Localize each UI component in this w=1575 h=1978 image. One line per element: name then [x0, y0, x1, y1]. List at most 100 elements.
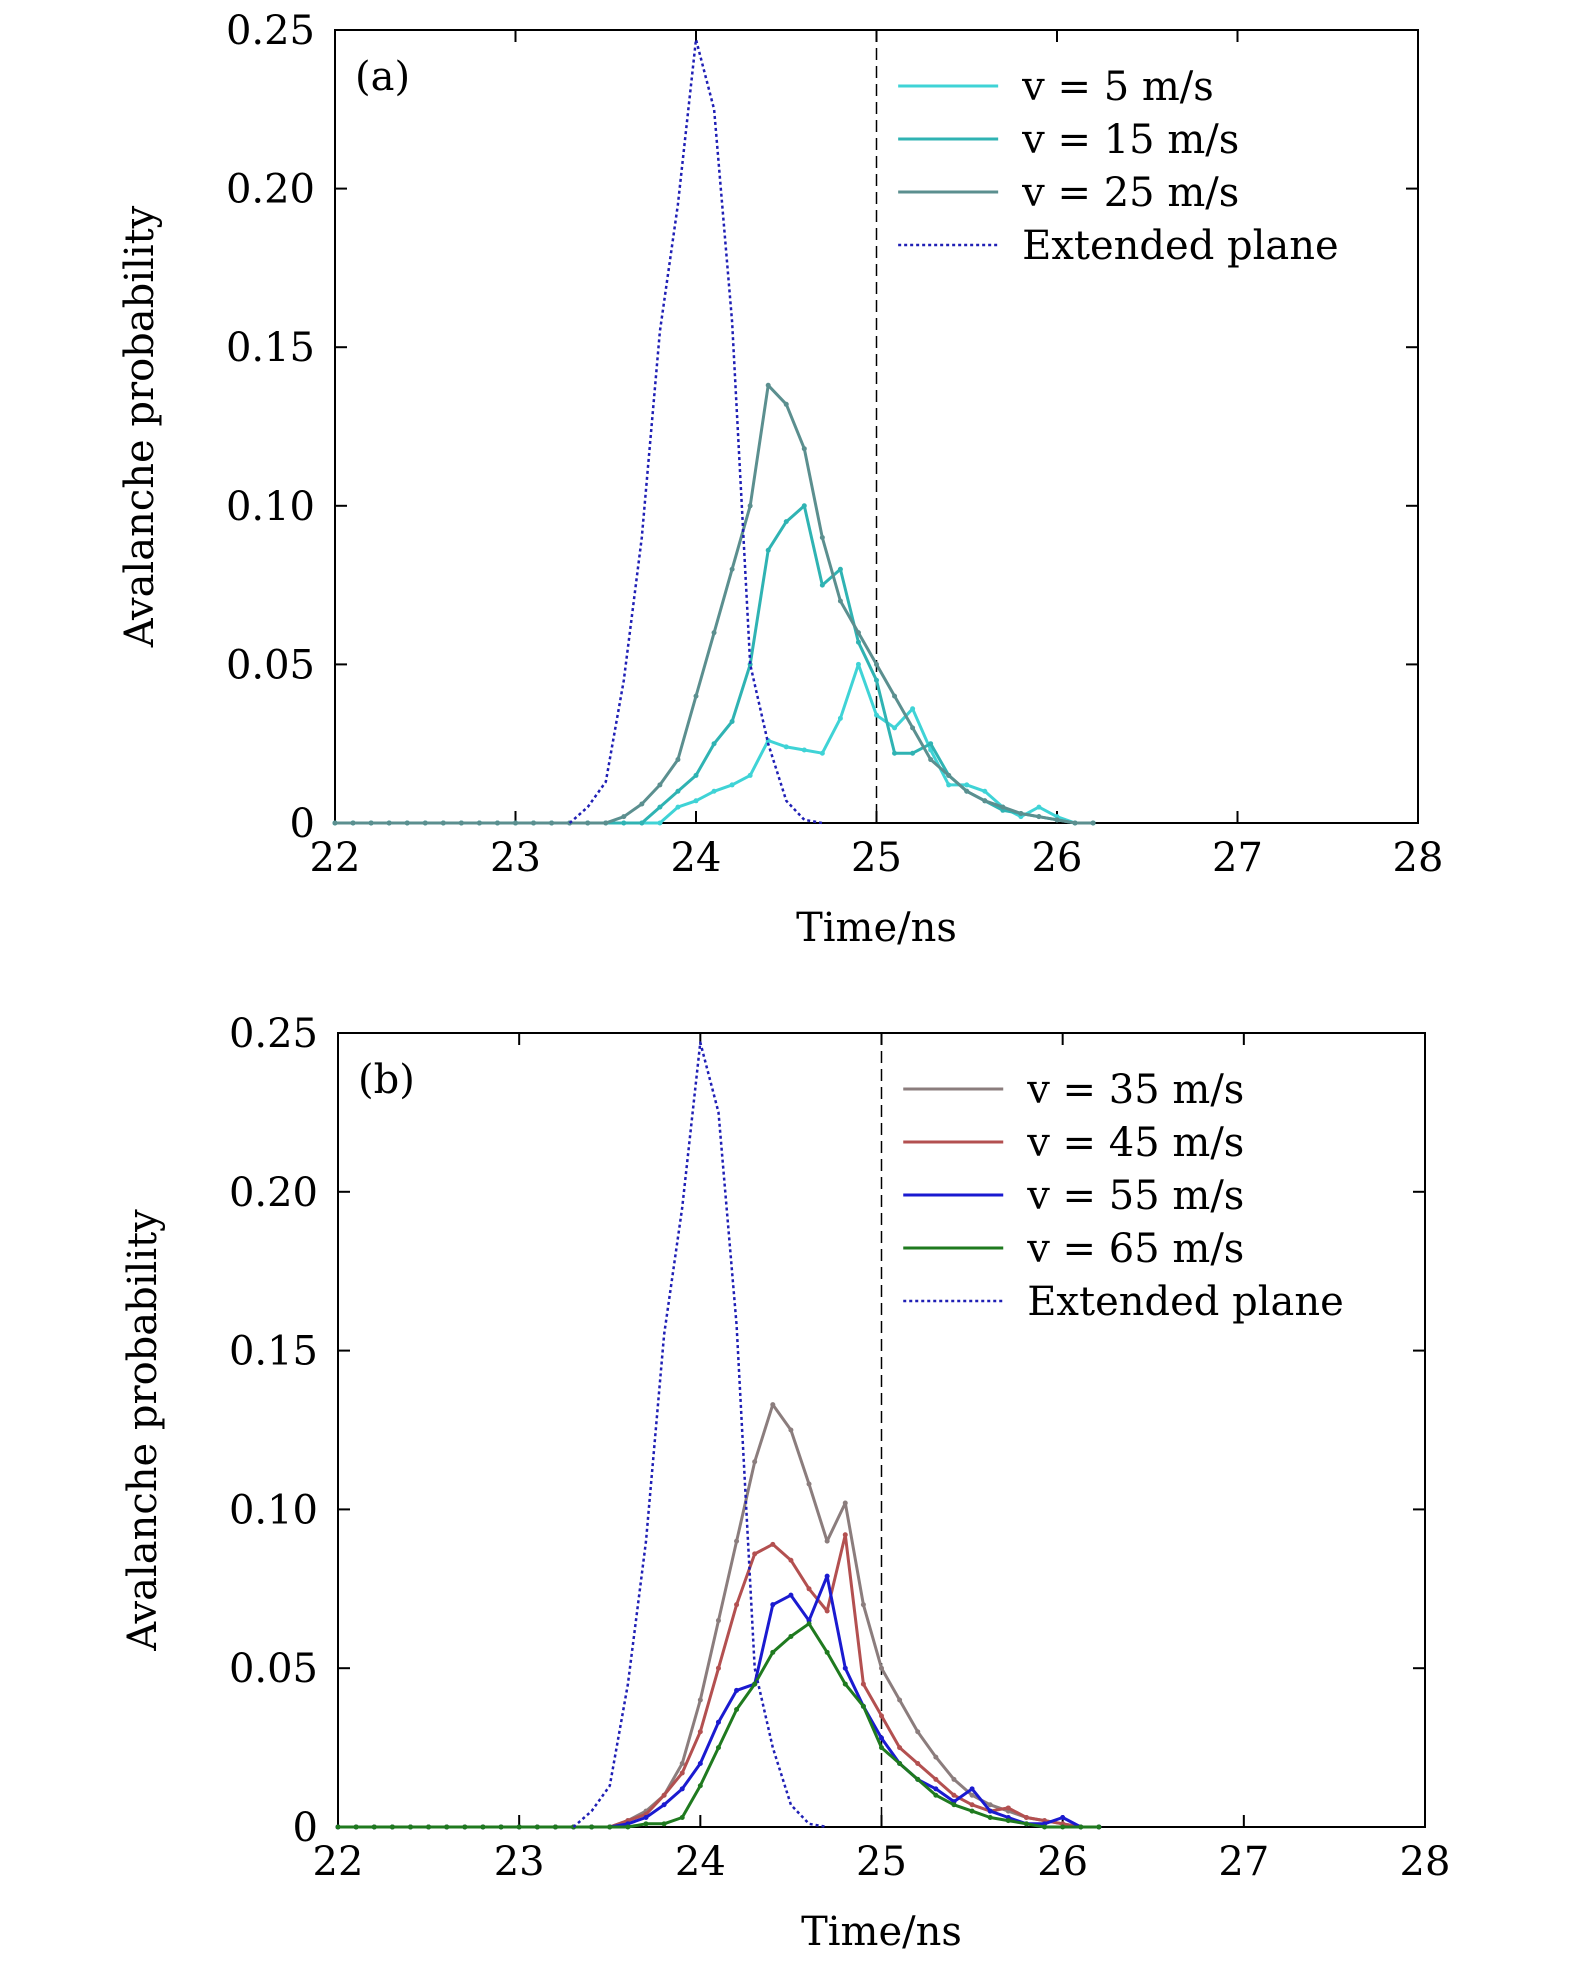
data-point — [842, 1665, 848, 1671]
data-point — [951, 1776, 957, 1782]
data-point — [837, 598, 843, 604]
data-point — [639, 801, 645, 807]
data-point — [589, 1824, 595, 1830]
data-point — [711, 741, 717, 747]
data-point — [969, 1802, 975, 1808]
data-point — [1060, 1824, 1066, 1830]
y-tick-label: 0.05 — [229, 1646, 318, 1692]
data-point — [855, 630, 861, 636]
data-point — [752, 1681, 758, 1687]
legend-label: v = 15 m/s — [1021, 117, 1239, 163]
data-point — [824, 1538, 830, 1544]
data-point — [842, 1532, 848, 1538]
data-point — [964, 788, 970, 794]
x-axis-label: Time/ns — [801, 1909, 962, 1955]
data-point — [801, 503, 807, 509]
data-point — [788, 1592, 794, 1598]
data-point — [765, 382, 771, 388]
data-point — [910, 750, 916, 756]
x-tick-label: 24 — [675, 1839, 726, 1885]
data-point — [407, 1824, 413, 1830]
data-point — [928, 741, 934, 747]
data-point — [770, 1541, 776, 1547]
data-point — [697, 1760, 703, 1766]
data-point — [819, 535, 825, 541]
data-point — [675, 804, 681, 810]
data-point — [806, 1621, 812, 1627]
data-point — [657, 782, 663, 788]
x-tick-label: 27 — [1218, 1839, 1269, 1885]
data-point — [806, 1481, 812, 1487]
data-point — [603, 820, 609, 826]
data-point — [819, 582, 825, 588]
data-point — [824, 1649, 830, 1655]
data-point — [842, 1500, 848, 1506]
data-point — [729, 718, 735, 724]
data-point — [1005, 1805, 1011, 1811]
data-point — [824, 1608, 830, 1614]
y-tick-label: 0 — [293, 1805, 318, 1851]
data-point — [679, 1760, 685, 1766]
legend-label: v = 55 m/s — [1026, 1173, 1244, 1219]
data-point — [946, 782, 952, 788]
data-point — [625, 1824, 631, 1830]
data-point — [679, 1814, 685, 1820]
data-point — [933, 1754, 939, 1760]
y-axis-label: Avalanche probability — [117, 205, 163, 648]
data-point — [770, 1602, 776, 1608]
data-point — [552, 1824, 558, 1830]
data-point — [426, 1824, 432, 1830]
panel-label: (a) — [355, 54, 410, 100]
data-point — [734, 1602, 740, 1608]
data-point — [734, 1687, 740, 1693]
data-point — [404, 820, 410, 826]
data-point — [697, 1697, 703, 1703]
data-point — [1078, 1824, 1084, 1830]
data-point — [498, 1824, 504, 1830]
data-point — [734, 1706, 740, 1712]
data-point — [371, 1824, 377, 1830]
data-point — [788, 1427, 794, 1433]
data-point — [783, 519, 789, 525]
series-line-5 — [572, 1041, 828, 1829]
data-point — [440, 820, 446, 826]
data-point — [1096, 1824, 1102, 1830]
x-tick-label: 28 — [1400, 1839, 1451, 1885]
data-point — [892, 725, 898, 731]
data-point — [747, 772, 753, 778]
data-point — [969, 1792, 975, 1798]
data-point — [987, 1808, 993, 1814]
data-point — [1090, 820, 1096, 826]
data-point — [860, 1681, 866, 1687]
data-point — [982, 788, 988, 794]
data-point — [711, 788, 717, 794]
x-tick-label: 23 — [490, 835, 541, 881]
data-point — [987, 1814, 993, 1820]
data-point — [892, 750, 898, 756]
data-point — [747, 503, 753, 509]
data-point — [788, 1557, 794, 1563]
data-point — [693, 798, 699, 804]
data-point — [389, 1824, 395, 1830]
x-tick-label: 24 — [671, 835, 722, 881]
legend-label: v = 25 m/s — [1021, 170, 1239, 216]
y-tick-label: 0.10 — [229, 1487, 318, 1533]
data-point — [679, 1786, 685, 1792]
data-point — [661, 1802, 667, 1808]
panel-label: (b) — [358, 1057, 415, 1103]
data-point — [729, 566, 735, 572]
data-point — [783, 744, 789, 750]
data-point — [332, 820, 338, 826]
data-point — [933, 1792, 939, 1798]
x-tick-label: 22 — [313, 1839, 364, 1885]
data-point — [480, 1824, 486, 1830]
data-point — [444, 1824, 450, 1830]
data-point — [458, 820, 464, 826]
data-point — [874, 677, 879, 683]
y-tick-label: 0.15 — [226, 325, 315, 371]
data-point — [860, 1602, 866, 1608]
data-point — [915, 1776, 921, 1782]
data-point — [657, 804, 663, 810]
data-point — [693, 772, 699, 778]
